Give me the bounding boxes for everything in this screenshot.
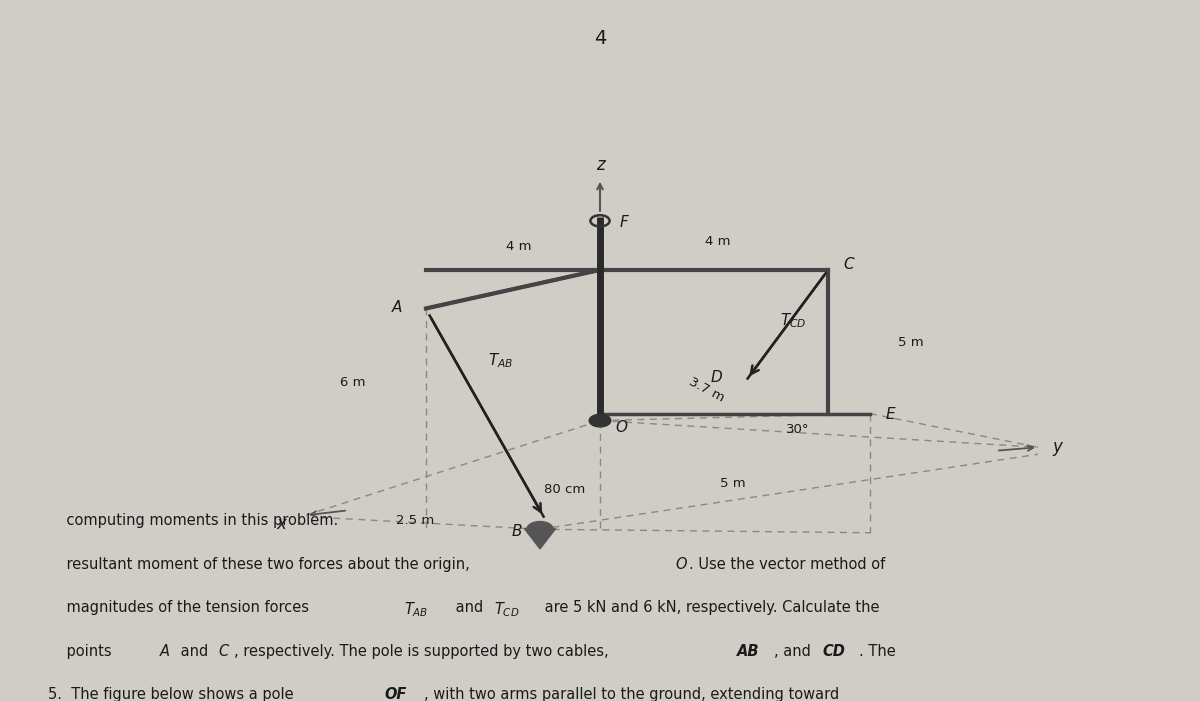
Text: $T_{CD}$: $T_{CD}$ xyxy=(494,600,520,619)
Circle shape xyxy=(527,522,553,537)
Text: 4 m: 4 m xyxy=(505,240,532,253)
Text: $T_{CD}$: $T_{CD}$ xyxy=(780,312,806,330)
Text: A: A xyxy=(391,299,402,315)
Text: points: points xyxy=(48,644,116,658)
Text: C: C xyxy=(218,644,229,658)
Text: 5 m: 5 m xyxy=(720,477,745,490)
Text: 3.7 m: 3.7 m xyxy=(686,375,726,404)
Text: , with two arms parallel to the ground, extending toward: , with two arms parallel to the ground, … xyxy=(424,687,839,701)
Circle shape xyxy=(589,414,611,427)
Text: 2.5 m: 2.5 m xyxy=(396,514,434,526)
Text: AB: AB xyxy=(737,644,760,658)
Text: x: x xyxy=(277,515,287,533)
Text: $T_{AB}$: $T_{AB}$ xyxy=(488,352,514,370)
Text: 80 cm: 80 cm xyxy=(545,483,586,496)
Text: 30°: 30° xyxy=(786,423,810,435)
Text: F: F xyxy=(619,215,628,231)
Text: . Use the vector method of: . Use the vector method of xyxy=(689,557,886,571)
Text: O: O xyxy=(616,420,628,435)
Text: 6 m: 6 m xyxy=(341,376,366,388)
Text: $T_{AB}$: $T_{AB}$ xyxy=(404,600,428,619)
Text: CD: CD xyxy=(822,644,845,658)
Text: O: O xyxy=(676,557,688,571)
Text: and: and xyxy=(176,644,214,658)
Text: 4: 4 xyxy=(594,29,606,48)
Text: z: z xyxy=(595,156,605,174)
Text: B: B xyxy=(511,524,522,539)
Text: 5 m: 5 m xyxy=(898,336,923,348)
Text: , respectively. The pole is supported by two cables,: , respectively. The pole is supported by… xyxy=(234,644,613,658)
Text: . The: . The xyxy=(859,644,896,658)
Text: C: C xyxy=(844,257,854,272)
Text: E: E xyxy=(886,407,895,423)
Text: 4 m: 4 m xyxy=(704,236,731,248)
Text: magnitudes of the tension forces: magnitudes of the tension forces xyxy=(48,600,313,615)
Text: resultant moment of these two forces about the origin,: resultant moment of these two forces abo… xyxy=(48,557,474,571)
Text: computing moments in this problem.: computing moments in this problem. xyxy=(48,513,338,528)
Text: and: and xyxy=(451,600,488,615)
Text: D: D xyxy=(710,370,722,386)
Text: , and: , and xyxy=(774,644,816,658)
Polygon shape xyxy=(524,529,556,549)
Text: OF: OF xyxy=(384,687,407,701)
Text: 5.  The figure below shows a pole: 5. The figure below shows a pole xyxy=(48,687,299,701)
Text: are 5 kN and 6 kN, respectively. Calculate the: are 5 kN and 6 kN, respectively. Calcula… xyxy=(540,600,880,615)
Text: A: A xyxy=(160,644,169,658)
Text: y: y xyxy=(1052,438,1062,456)
